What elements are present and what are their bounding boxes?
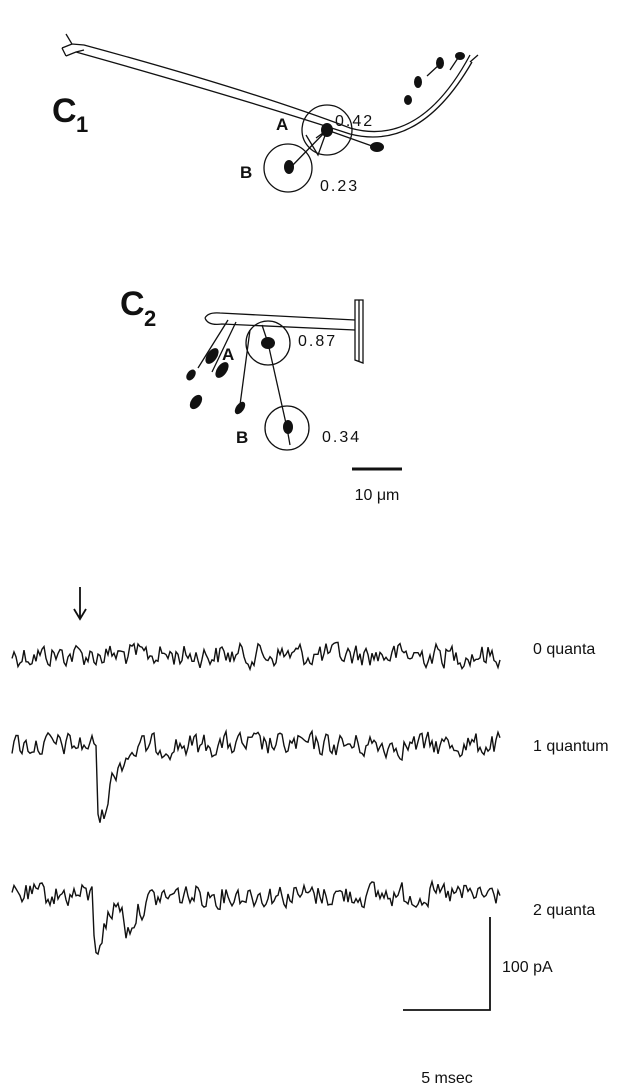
calibration-time: 5 msec xyxy=(421,1070,473,1087)
traces xyxy=(11,641,501,956)
neuron-c2 xyxy=(197,299,364,451)
current-trace xyxy=(11,641,501,672)
release-probability: 0.23 xyxy=(320,178,359,195)
release-probability: 0.87 xyxy=(298,333,337,350)
site-label: B xyxy=(236,428,248,447)
current-trace xyxy=(11,879,501,956)
panel-subscript: 2 xyxy=(144,306,156,331)
stimulus-arrow xyxy=(73,587,87,621)
spines-c2 xyxy=(186,337,293,434)
scale-bar-label: 10 μm xyxy=(355,487,400,504)
trace-label: 2 quanta xyxy=(533,902,595,919)
trace-label: 0 quanta xyxy=(533,641,595,658)
neuron-c1 xyxy=(61,33,479,193)
spines-c1 xyxy=(284,52,465,174)
site-label: A xyxy=(222,345,234,364)
panel-subscript: 1 xyxy=(76,112,88,137)
site-label: A xyxy=(276,115,288,134)
calibration-bar xyxy=(403,917,491,1011)
release-probability: 0.42 xyxy=(335,113,374,130)
site-label: B xyxy=(240,163,252,182)
trace-label: 1 quantum xyxy=(533,738,609,755)
calibration-current: 100 pA xyxy=(502,959,553,976)
current-trace xyxy=(11,728,501,823)
release-probability: 0.34 xyxy=(322,429,361,446)
panel-label: C xyxy=(120,285,145,323)
panel-label: C xyxy=(52,92,77,130)
